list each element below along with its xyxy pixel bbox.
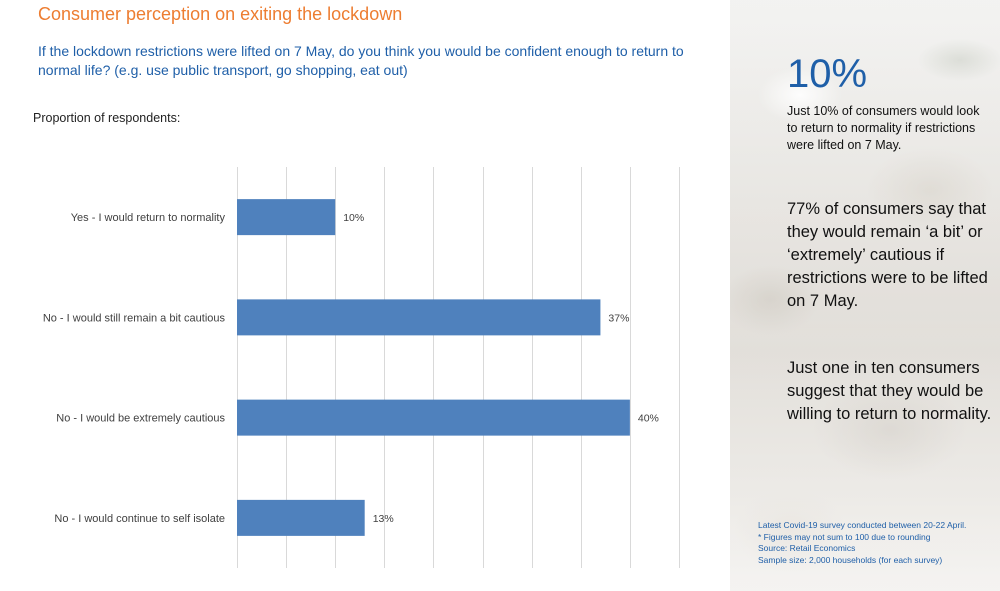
category-label-0: Yes - I would return to normality: [71, 212, 226, 224]
chart-bars: [237, 199, 630, 536]
bar-2: [237, 399, 630, 436]
footnote-rounding: * Figures may not sum to 100 due to roun…: [758, 531, 931, 542]
main-panel: Consumer perception on exiting the lockd…: [33, 4, 684, 568]
footnotes: Latest Covid-19 survey conducted between…: [758, 520, 998, 566]
value-label-0: 10%: [343, 212, 364, 224]
value-label-1: 37%: [608, 312, 629, 324]
category-label-2: No - I would be extremely cautious: [56, 413, 225, 425]
headline-stat-description: Just 10% of consumers would look to retu…: [787, 104, 980, 152]
sidebar-panel: 10% Just 10% of consumers would look to …: [730, 0, 1000, 591]
survey-question: If the lockdown restrictions were lifted…: [38, 43, 684, 78]
background-blur: [730, 0, 1000, 591]
chart-value-labels: 10% 37% 40% 13%: [343, 212, 659, 525]
footnote-source: Source: Retail Economics: [758, 543, 856, 553]
bar-0: [237, 199, 336, 236]
value-label-2: 40%: [638, 413, 659, 425]
bar-1: [237, 299, 601, 336]
bar-chart: Yes - I would return to normality No - I …: [43, 167, 680, 568]
category-label-3: No - I would continue to self isolate: [54, 513, 225, 525]
value-label-3: 13%: [373, 513, 394, 525]
footnote-survey-dates: Latest Covid-19 survey conducted between…: [758, 520, 967, 530]
footnote-sample-size: Sample size: 2,000 households (for each …: [758, 554, 943, 565]
chart-category-labels: Yes - I would return to normality No - I …: [43, 212, 226, 525]
category-label-1: No - I would still remain a bit cautious: [43, 312, 226, 324]
axis-caption: Proportion of respondents:: [33, 111, 181, 125]
insight-paragraph-cautious: 77% of consumers say that they would rem…: [787, 200, 988, 310]
headline-stat: 10%: [787, 52, 868, 96]
page-title: Consumer perception on exiting the lockd…: [38, 4, 403, 24]
insight-paragraph-normality: Just one in ten consumers suggest that t…: [787, 359, 992, 423]
chart-gridlines: [237, 167, 680, 568]
bar-3: [237, 499, 365, 536]
